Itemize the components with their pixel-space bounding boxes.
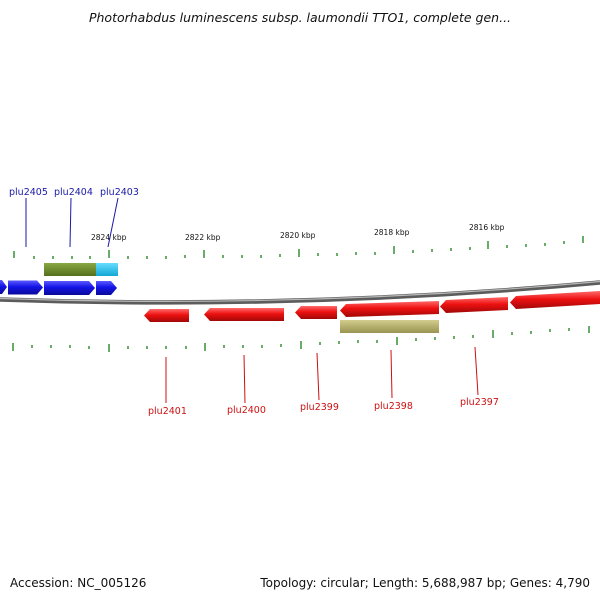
forward-gene-arrow[interactable] — [8, 280, 43, 295]
scale-label-2820: 2820 kbp — [280, 231, 316, 240]
forward-gene-arrow[interactable] — [0, 280, 7, 294]
gene-label-plu2398[interactable]: plu2398 — [374, 401, 413, 412]
scale-label-2816: 2816 kbp — [469, 223, 505, 232]
leader-line — [69, 197, 72, 248]
forward-gene-arrow[interactable] — [44, 281, 95, 295]
reverse-gene-arrow[interactable] — [144, 309, 189, 322]
gene-label-plu2401[interactable]: plu2401 — [148, 406, 187, 417]
gene-label-plu2399[interactable]: plu2399 — [300, 402, 339, 413]
gene-label-plu2404[interactable]: plu2404 — [54, 187, 93, 198]
gene-label-plu2405[interactable]: plu2405 — [9, 187, 48, 198]
forward-leader-lines — [25, 197, 119, 248]
forward-gene-arrow[interactable] — [96, 281, 117, 295]
scale-label-2822: 2822 kbp — [185, 233, 221, 242]
gene-label-plu2397[interactable]: plu2397 — [460, 397, 499, 408]
upper-tick-row — [13, 236, 584, 259]
lower-tick-row — [12, 326, 590, 352]
feature-olive-block[interactable] — [44, 263, 96, 276]
feature-cyan-block[interactable] — [96, 263, 118, 276]
genome-title: Photorhabdus luminescens subsp. laumondi… — [88, 10, 512, 25]
genome-backbone — [0, 280, 600, 305]
gene-label-plu2403[interactable]: plu2403 — [100, 187, 139, 198]
leader-line — [243, 354, 246, 404]
reverse-leader-lines — [165, 346, 479, 404]
reverse-gene-arrow[interactable] — [204, 308, 284, 321]
reverse-gene-arrow[interactable] — [440, 297, 508, 313]
feature-khaki-block[interactable] — [340, 320, 439, 333]
reverse-gene-arrow[interactable] — [340, 301, 439, 317]
leader-line — [474, 346, 479, 396]
accession-text: Accession: NC_005126 — [10, 576, 147, 590]
reverse-gene-arrow[interactable] — [510, 291, 600, 309]
genome-summary-text: Topology: circular; Length: 5,688,987 bp… — [260, 576, 590, 590]
reverse-gene-arrow[interactable] — [295, 306, 337, 319]
leader-line — [107, 197, 119, 248]
genome-backbone-highlight — [0, 280, 600, 303]
leader-line — [316, 352, 320, 401]
leader-line — [390, 349, 393, 399]
scale-label-2824: 2824 kbp — [91, 233, 127, 242]
scale-label-2818: 2818 kbp — [374, 228, 410, 237]
gene-label-plu2400[interactable]: plu2400 — [227, 405, 266, 416]
